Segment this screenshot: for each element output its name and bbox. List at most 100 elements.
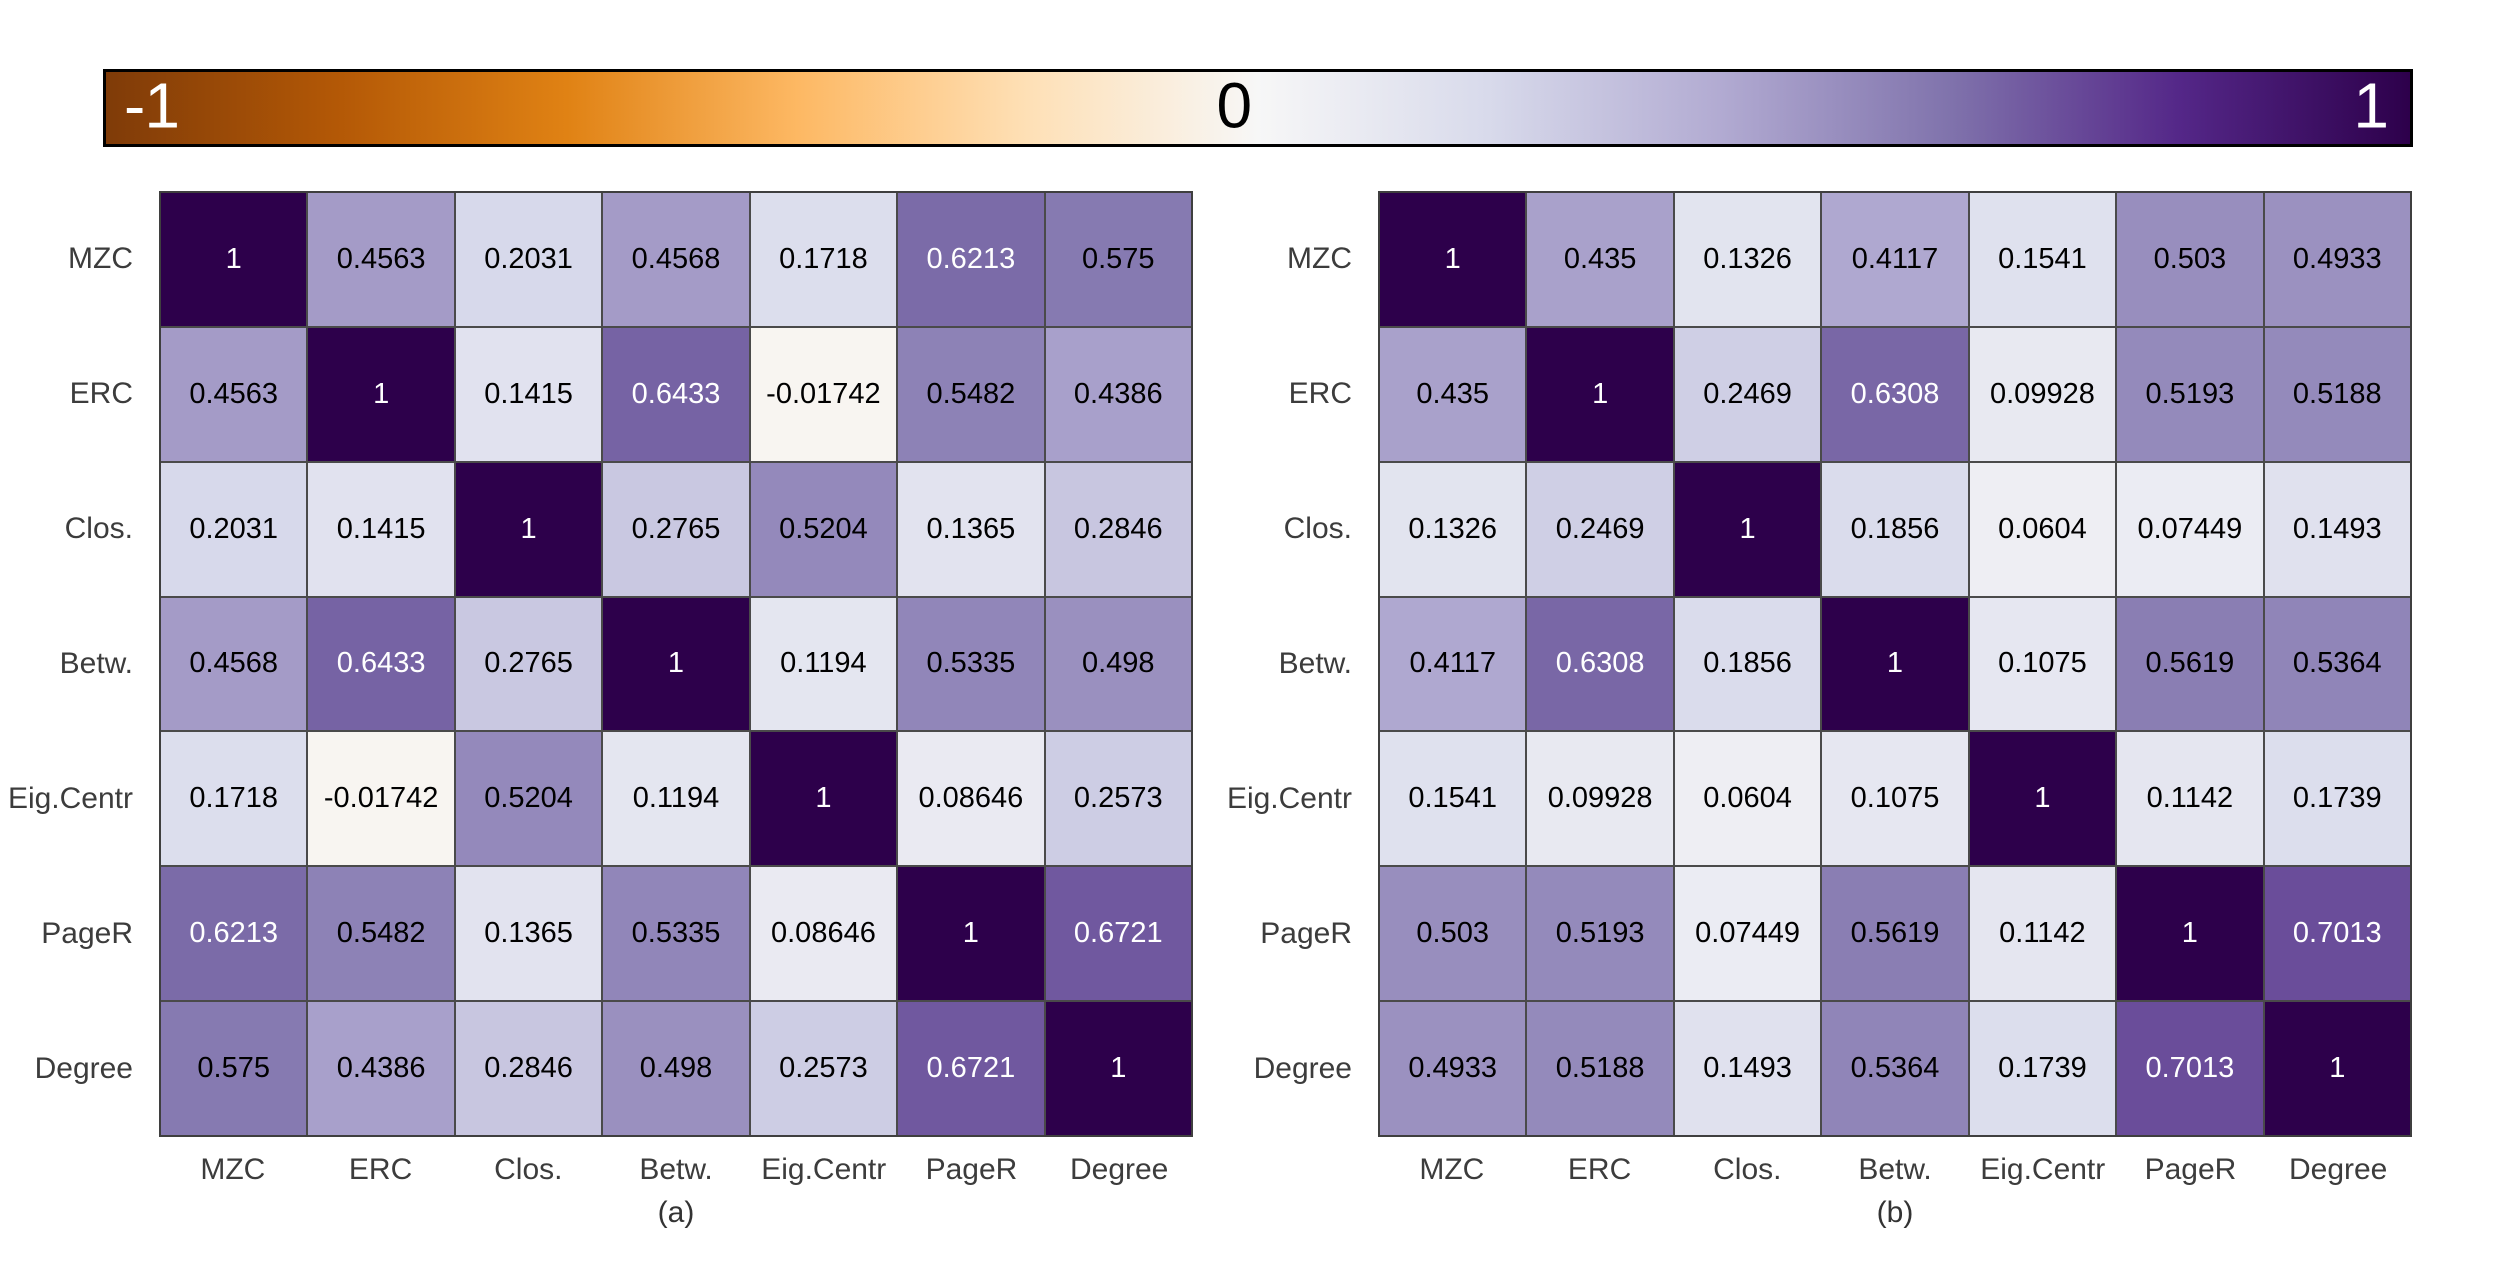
heatmap-cell: 0.07449 bbox=[1674, 867, 1821, 1001]
heatmap-cell: 1 bbox=[455, 462, 602, 596]
heatmap-cell: 0.2846 bbox=[455, 1002, 602, 1135]
row-labels-a: MZC ERC Clos. Betw. Eig.Centr PageR Degree bbox=[0, 191, 147, 1137]
heatmap-cell: 1 bbox=[161, 193, 307, 326]
row-label: Eig.Centr bbox=[1226, 782, 1352, 816]
heatmap-cell: -0.01742 bbox=[750, 327, 897, 461]
heatmap-cell: 0.2573 bbox=[750, 1002, 897, 1135]
heatmap-cell: 0.2469 bbox=[1674, 327, 1821, 461]
col-label: Clos. bbox=[1713, 1153, 1782, 1186]
col-label: ERC bbox=[348, 1153, 413, 1186]
heatmap-grid-a: 1 0.4563 0.2031 0.4568 0.1718 0.6213 0.575 0.45… bbox=[159, 191, 1193, 1137]
heatmap-cell: 0.5482 bbox=[898, 327, 1044, 461]
heatmap-cell: 0.1493 bbox=[1674, 1002, 1821, 1135]
row-label: Betw. bbox=[59, 646, 133, 680]
heatmap-cell: 0.1856 bbox=[1674, 597, 1821, 731]
heatmap-cell: 0.4386 bbox=[1045, 327, 1191, 461]
heatmap-cell: 0.1739 bbox=[1969, 1002, 2116, 1135]
heatmap-cell: 0.5188 bbox=[1527, 1002, 1673, 1135]
row-label: MZC bbox=[1287, 241, 1352, 275]
heatmap-cell: 0.575 bbox=[1045, 193, 1191, 326]
heatmap-cell: 0.5188 bbox=[2264, 327, 2410, 461]
heatmap-cell: 1 bbox=[898, 867, 1044, 1001]
heatmap-cell: 1 bbox=[1969, 732, 2116, 866]
heatmap-cell: 0.1326 bbox=[1380, 462, 1526, 596]
colorbar-min-label: -1 bbox=[124, 69, 180, 142]
col-label: PageR bbox=[925, 1153, 1018, 1186]
heatmap-cell: 0.4117 bbox=[1380, 597, 1526, 731]
heatmap-cell: 0.1075 bbox=[1969, 597, 2116, 731]
heatmap-cell: 0.2031 bbox=[161, 462, 307, 596]
heatmap-cell: 1 bbox=[1380, 193, 1526, 326]
heatmap-cell: 0.1142 bbox=[1969, 867, 2116, 1001]
heatmap-cell: 0.6308 bbox=[1822, 327, 1968, 461]
heatmap-cell: 0.1365 bbox=[455, 867, 602, 1001]
heatmap-cell: 1 bbox=[603, 597, 749, 731]
heatmap-cell: 0.2765 bbox=[603, 462, 749, 596]
heatmap-cell: 0.4933 bbox=[1380, 1002, 1526, 1135]
heatmap-cell: 0.5204 bbox=[750, 462, 897, 596]
heatmap-cell: 1 bbox=[2117, 867, 2263, 1001]
heatmap-cell: 0.1739 bbox=[2264, 732, 2410, 866]
row-label: Clos. bbox=[64, 511, 133, 545]
heatmap-cell: 0.5364 bbox=[2264, 597, 2410, 731]
heatmap-cell: 0.2765 bbox=[455, 597, 602, 731]
heatmap-cell: 0.4563 bbox=[161, 327, 307, 461]
heatmap-cell: 0.0604 bbox=[1674, 732, 1821, 866]
heatmap-cell: 0.07449 bbox=[2117, 462, 2263, 596]
col-label: Eig.Centr bbox=[761, 1153, 887, 1186]
heatmap-cell: 0.2031 bbox=[455, 193, 602, 326]
heatmap-cell: 0.09928 bbox=[1527, 732, 1673, 866]
col-labels-a: MZC ERC Clos. Betw. Eig.Centr PageR Degree bbox=[159, 1150, 1193, 1190]
heatmap-cell: 0.435 bbox=[1527, 193, 1673, 326]
row-label: ERC bbox=[69, 376, 133, 410]
row-label: Betw. bbox=[1278, 646, 1352, 680]
heatmap-cell: 0.6721 bbox=[898, 1002, 1044, 1135]
heatmap-cell: 0.1194 bbox=[750, 597, 897, 731]
row-label: MZC bbox=[68, 241, 133, 275]
heatmap-cell: 0.5204 bbox=[455, 732, 602, 866]
heatmap-cell: 1 bbox=[308, 327, 454, 461]
row-labels-b: MZC ERC Clos. Betw. Eig.Centr PageR Degree bbox=[1219, 191, 1366, 1137]
heatmap-grid-b: 1 0.435 0.1326 0.4117 0.1541 0.503 0.4933 0.435… bbox=[1378, 191, 2412, 1137]
col-label: MZC bbox=[200, 1153, 266, 1186]
caption-b: (b) bbox=[1876, 1196, 1914, 1229]
col-label: Betw. bbox=[639, 1153, 713, 1186]
heatmap-cell: 0.5619 bbox=[2117, 597, 2263, 731]
row-label: Eig.Centr bbox=[7, 782, 133, 816]
heatmap-cell: 0.1142 bbox=[2117, 732, 2263, 866]
heatmap-cell: 0.2573 bbox=[1045, 732, 1191, 866]
heatmap-cell: 1 bbox=[1674, 462, 1821, 596]
caption-a: (a) bbox=[657, 1196, 695, 1229]
heatmap-cell: 0.7013 bbox=[2264, 867, 2410, 1001]
heatmap-cell: 1 bbox=[1045, 1002, 1191, 1135]
heatmap-cell: 0.498 bbox=[603, 1002, 749, 1135]
heatmap-cell: 0.5335 bbox=[898, 597, 1044, 731]
row-label: PageR bbox=[41, 917, 133, 951]
col-label: ERC bbox=[1567, 1153, 1632, 1186]
heatmap-cell: 0.1541 bbox=[1380, 732, 1526, 866]
heatmap-cell: 0.5364 bbox=[1822, 1002, 1968, 1135]
heatmap-cell: 0.4117 bbox=[1822, 193, 1968, 326]
col-label: Degree bbox=[1069, 1153, 1169, 1186]
heatmap-cell: 0.2469 bbox=[1527, 462, 1673, 596]
heatmap-cell: 0.0604 bbox=[1969, 462, 2116, 596]
heatmap-cell: 1 bbox=[1527, 327, 1673, 461]
colorbar-zero-label: 0 bbox=[1216, 69, 1252, 142]
heatmap-cell: 0.1075 bbox=[1822, 732, 1968, 866]
heatmap-cell: 0.1856 bbox=[1822, 462, 1968, 596]
heatmap-cell: 0.4568 bbox=[603, 193, 749, 326]
heatmap-cell: 0.1415 bbox=[455, 327, 602, 461]
heatmap-cell: 0.503 bbox=[1380, 867, 1526, 1001]
heatmap-cell: 0.1415 bbox=[308, 462, 454, 596]
heatmap-cell: 0.6308 bbox=[1527, 597, 1673, 731]
row-label: Degree bbox=[1253, 1052, 1352, 1086]
heatmap-cell: 0.5619 bbox=[1822, 867, 1968, 1001]
col-label: PageR bbox=[2144, 1153, 2237, 1186]
heatmap-cell: 0.498 bbox=[1045, 597, 1191, 731]
heatmap-cell: 0.1326 bbox=[1674, 193, 1821, 326]
heatmap-cell: 0.1493 bbox=[2264, 462, 2410, 596]
heatmap-cell: 1 bbox=[750, 732, 897, 866]
heatmap-cell: 0.4568 bbox=[161, 597, 307, 731]
heatmap-cell: 0.6213 bbox=[898, 193, 1044, 326]
heatmap-cell: 0.435 bbox=[1380, 327, 1526, 461]
